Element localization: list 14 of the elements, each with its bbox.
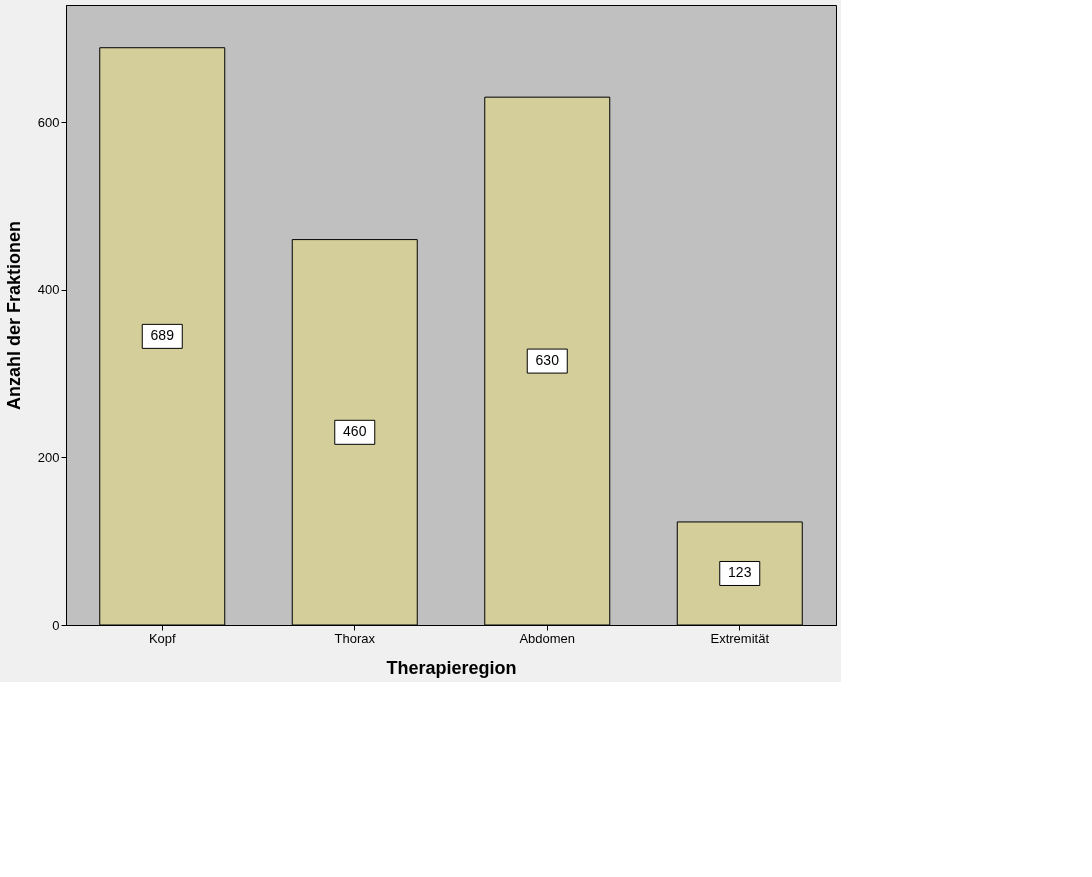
x-tick-label: Extremität xyxy=(710,630,770,646)
data-label: 630 xyxy=(535,352,560,369)
x-tick-label: Thorax xyxy=(334,630,376,646)
data-label: 689 xyxy=(150,327,175,344)
y-tick-label: 200 xyxy=(37,449,60,465)
y-axis-title: Anzahl der Fraktionen xyxy=(3,220,24,411)
data-label: 123 xyxy=(728,564,752,581)
y-tick-label: 600 xyxy=(37,114,60,130)
x-tick-label: Abdomen xyxy=(519,630,576,646)
y-tick-label: 400 xyxy=(37,282,60,298)
y-tick-label: 0 xyxy=(52,617,60,633)
x-tick-label: Kopf xyxy=(148,630,177,646)
x-axis-title: Therapieregion xyxy=(386,657,517,678)
data-label: 460 xyxy=(343,423,367,440)
